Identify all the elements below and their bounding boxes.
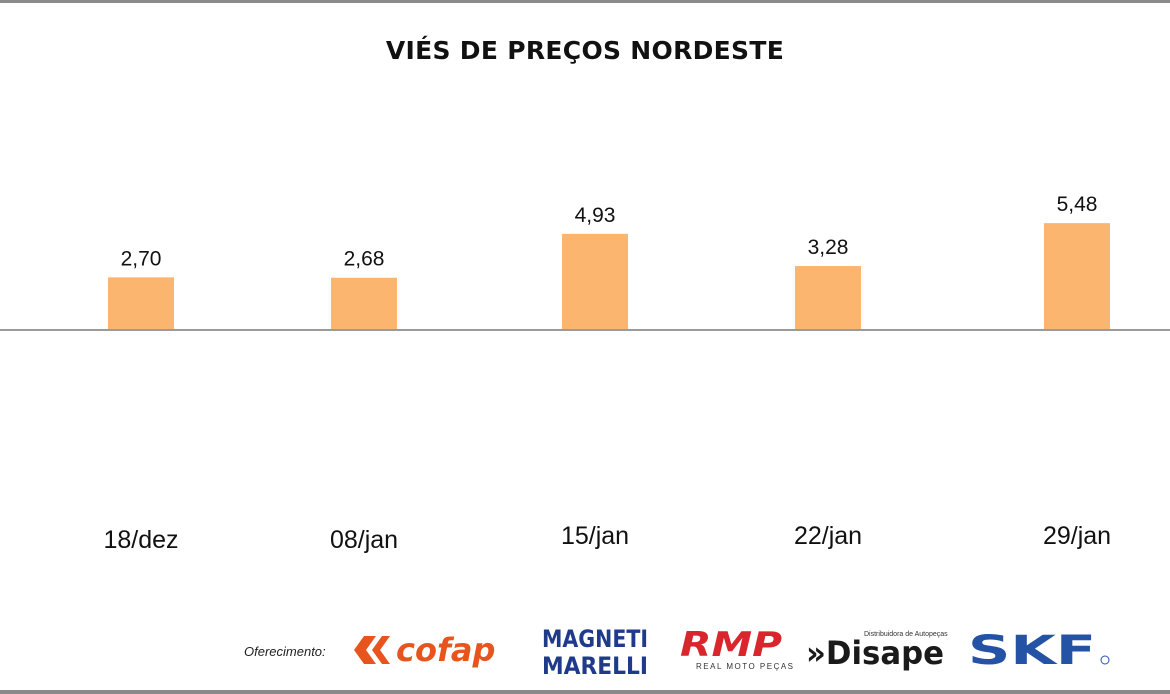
- chart-title: VIÉS DE PREÇOS NORDESTE: [385, 36, 785, 65]
- rmp-logo: RMP REAL MOTO PEÇAS: [678, 625, 793, 672]
- svg-text:MAGNETI: MAGNETI: [542, 625, 648, 653]
- disape-logo: Distribuidora de Autopeças »Disape: [806, 626, 948, 672]
- sponsor-bar: Oferecimento: cofap MAGNETI MARELLI RMP …: [0, 620, 1170, 684]
- bar-22/jan: [795, 266, 861, 330]
- bar-08/jan: [331, 277, 397, 330]
- value-label: 2,68: [344, 248, 385, 271]
- value-label: 4,93: [575, 204, 616, 227]
- disape-text: »Disape: [806, 634, 944, 672]
- bottom-border: [0, 690, 1170, 694]
- magneti-marelli-logo: MAGNETI MARELLI: [542, 622, 652, 680]
- category-label: 08/jan: [330, 526, 398, 554]
- category-label: 29/jan: [1043, 522, 1111, 550]
- skf-logo: SKF: [968, 628, 1114, 674]
- rmp-text: RMP: [680, 625, 782, 665]
- svg-text:MARELLI: MARELLI: [542, 652, 648, 680]
- category-label: 15/jan: [561, 522, 629, 550]
- value-label: 3,28: [808, 236, 849, 259]
- top-border: [0, 0, 1170, 3]
- rmp-subtext: REAL MOTO PEÇAS: [696, 662, 795, 671]
- category-label: 22/jan: [794, 522, 862, 550]
- cofap-text: cofap: [396, 631, 495, 669]
- bar-chart: 2,70 18/dez 2,68 08/jan 4,93 15/jan 3,28 22/jan…: [0, 193, 1170, 554]
- bar-15/jan: [562, 233, 628, 330]
- bar-18/dez: [108, 277, 174, 330]
- disape-subtext: Distribuidora de Autopeças: [864, 631, 948, 638]
- sponsor-caption: Oferecimento:: [244, 644, 326, 659]
- bar-29/jan: [1044, 223, 1110, 330]
- category-label: 18/dez: [103, 526, 178, 554]
- skf-text: SKF: [968, 628, 1096, 674]
- cofap-logo: cofap: [352, 628, 524, 672]
- value-label: 5,48: [1057, 193, 1098, 216]
- value-label: 2,70: [121, 247, 162, 270]
